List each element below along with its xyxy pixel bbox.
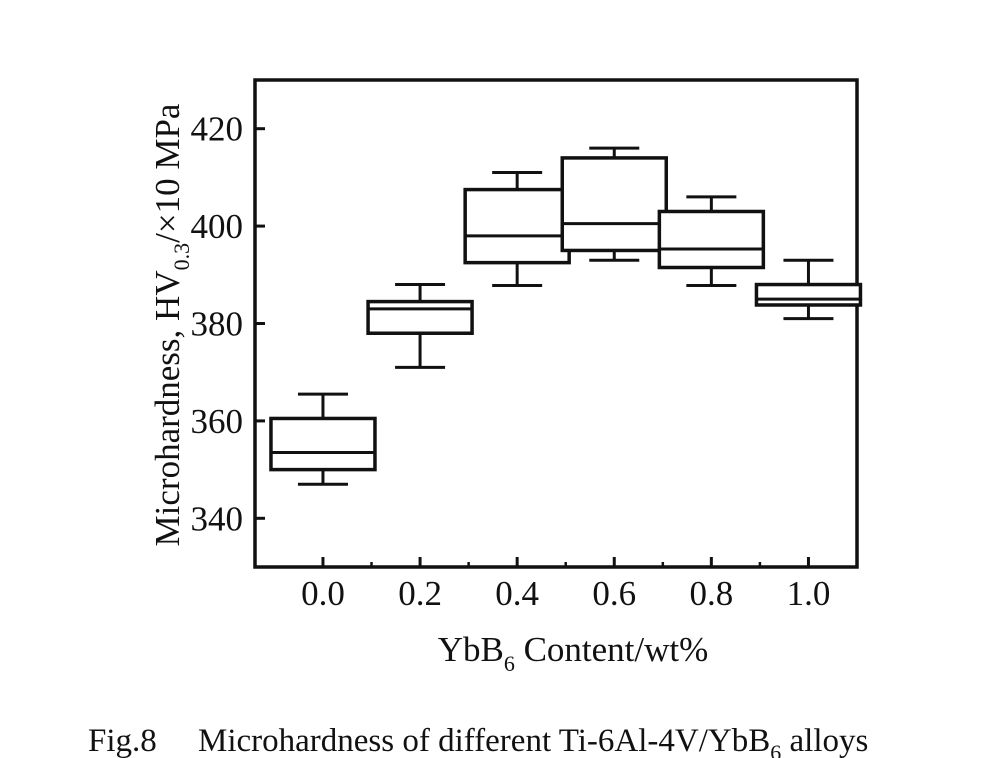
x-tick-label: 0.0 (301, 574, 345, 613)
iqr-box (560, 156, 669, 253)
x-tick-label: 0.2 (398, 574, 442, 613)
iqr-box (754, 282, 863, 307)
iqr-box (366, 299, 474, 335)
plot-area: 340 360 380 400 420 0.0 0.2 0.4 0.6 0.8 1.0 (191, 78, 863, 613)
iqr-box (463, 187, 571, 265)
y-axis-title: Microhardness, HV0.3/×10 MPa (148, 103, 194, 546)
iqr-box (269, 416, 377, 472)
x-axis-title: YbB6 Content/wt% (438, 630, 709, 676)
x-tick-label: 0.6 (592, 574, 636, 613)
y-tick-label: 400 (191, 207, 244, 246)
y-tick-label: 360 (191, 402, 244, 441)
figure-caption-text: Microhardness of different Ti-6Al-4V/YbB… (198, 723, 868, 758)
y-tick-label: 380 (191, 305, 244, 344)
y-tick-label: 340 (191, 499, 244, 538)
x-tick-label: 0.8 (689, 574, 733, 613)
x-tick-label: 0.4 (495, 574, 539, 613)
x-tick-label: 1.0 (787, 574, 831, 613)
figure-caption-label: Fig.8 (88, 723, 157, 758)
plot-frame (253, 78, 859, 569)
iqr-box (657, 209, 766, 270)
y-tick-label: 420 (191, 110, 244, 149)
